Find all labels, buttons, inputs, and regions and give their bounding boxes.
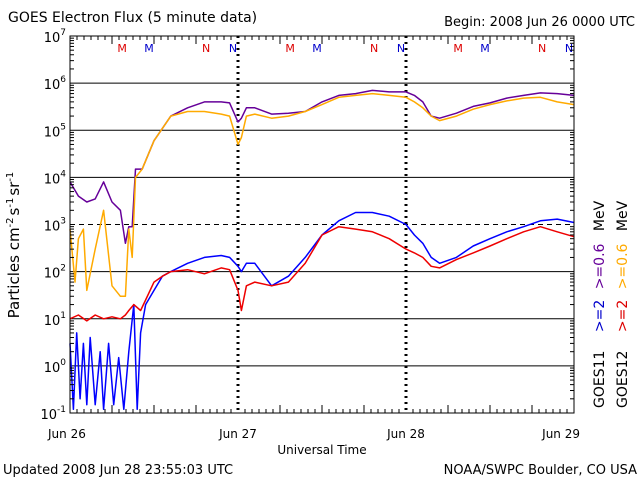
day-marker-label: M — [453, 42, 463, 55]
day-marker-label: N — [397, 42, 405, 55]
day-marker-label: M — [144, 42, 154, 55]
legend-goes12-unit: MeV — [615, 200, 631, 231]
series-line — [69, 225, 575, 322]
y-tick-label: 103 — [44, 217, 66, 235]
begin-label: Begin: 2008 Jun 26 0000 UTC — [444, 15, 635, 30]
day-marker-label: M — [117, 42, 127, 55]
updated-label: Updated 2008 Jun 28 23:55:03 UTC — [3, 463, 233, 478]
grid-lines — [70, 36, 574, 413]
legend-goes11-low: >=0.6 — [592, 243, 608, 289]
day-marker-label: M — [285, 42, 295, 55]
day-marker-label: N — [565, 42, 573, 55]
legend-goes12-satellite: GOES12 — [615, 351, 631, 408]
legend-goes11-unit: MeV — [592, 200, 608, 231]
x-tick-label: Jun 26 — [47, 427, 86, 441]
y-axis-title: Particles cm-2s-1sr-1 — [5, 172, 23, 319]
series-line — [69, 211, 575, 411]
y-tick-label: 100 — [44, 358, 67, 376]
legend-goes12: GOES12 >=2 >=0.6 MeV — [615, 200, 631, 408]
legend-goes11-satellite: GOES11 — [592, 351, 608, 408]
series-line — [69, 89, 575, 245]
legend-goes11-high: >=2 — [592, 300, 608, 332]
day-marker-label: N — [229, 42, 237, 55]
series-lines — [69, 89, 575, 411]
y-tick-label: 104 — [44, 169, 67, 187]
y-tick-label: 105 — [44, 122, 66, 140]
y-tick-label: 102 — [44, 264, 66, 282]
chart-title: GOES Electron Flux (5 minute data) — [8, 10, 257, 26]
day-marker-label: N — [202, 42, 210, 55]
axes: 10-1 100 101 102 103 104 105 106 107 Jun 26 Jun 27… — [40, 28, 580, 441]
day-marker-label: N — [538, 42, 546, 55]
legend-goes12-low: >=0.6 — [615, 243, 631, 289]
day-marker-label: M — [480, 42, 490, 55]
y-tick-label: 106 — [44, 75, 67, 93]
x-axis-title: Universal Time — [277, 443, 366, 457]
y-tick-label: 101 — [44, 311, 66, 329]
x-tick-label: Jun 28 — [386, 427, 425, 441]
legend-goes11: GOES11 >=2 >=0.6 MeV — [592, 200, 608, 408]
y-tick-label: 10-1 — [40, 405, 66, 423]
day-marker-label: M — [312, 42, 322, 55]
x-tick-label: Jun 27 — [218, 427, 257, 441]
x-tick-label: Jun 29 — [541, 427, 580, 441]
plot-frame — [69, 35, 575, 414]
y-tick-label: 107 — [44, 28, 66, 46]
credit-label: NOAA/SWPC Boulder, CO USA — [444, 463, 637, 478]
series-line — [69, 92, 575, 298]
legend-goes12-high: >=2 — [615, 300, 631, 332]
day-marker-label: N — [370, 42, 378, 55]
